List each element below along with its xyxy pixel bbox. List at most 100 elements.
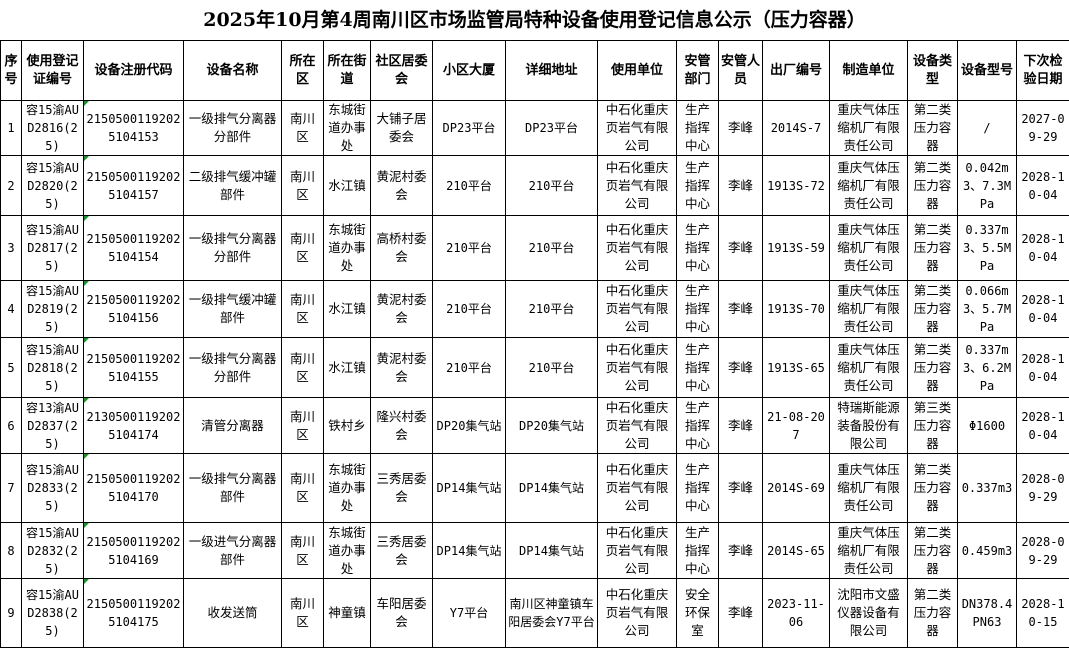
cell-equipment-model[interactable]: 0.337m3、6.2MPa: [958, 338, 1017, 398]
cell-equipment-name[interactable]: 一级排气缓冲罐部件: [184, 281, 282, 338]
cell-safety-dept[interactable]: 安全环保室: [677, 579, 719, 648]
cell-cert-no[interactable]: 容13渝AUD2837(25): [22, 398, 84, 454]
cell-safety-dept[interactable]: 生产指挥中心: [677, 281, 719, 338]
cell-equipment-model[interactable]: /: [958, 101, 1017, 156]
cell-user-unit[interactable]: 中石化重庆页岩气有限公司: [598, 579, 677, 648]
cell-seq[interactable]: 1: [1, 101, 22, 156]
cell-next-inspection-date[interactable]: 2028-10-04: [1017, 398, 1069, 454]
cell-reg-code[interactable]: 21505001192025104170: [84, 454, 184, 523]
cell-address[interactable]: 南川区神童镇车阳居委会Y7平台: [506, 579, 598, 648]
cell-seq[interactable]: 9: [1, 579, 22, 648]
cell-next-inspection-date[interactable]: 2028-10-04: [1017, 281, 1069, 338]
cell-next-inspection-date[interactable]: 2028-10-04: [1017, 156, 1069, 216]
cell-complex[interactable]: 210平台: [433, 338, 506, 398]
cell-district[interactable]: 南川区: [282, 454, 324, 523]
cell-equipment-name[interactable]: 二级排气缓冲罐部件: [184, 156, 282, 216]
cell-community[interactable]: 高桥村委会: [371, 216, 433, 281]
cell-reg-code[interactable]: 21505001192025104156: [84, 281, 184, 338]
cell-seq[interactable]: 6: [1, 398, 22, 454]
cell-community[interactable]: 三秀居委会: [371, 523, 433, 579]
cell-district[interactable]: 南川区: [282, 579, 324, 648]
cell-next-inspection-date[interactable]: 2028-10-15: [1017, 579, 1069, 648]
cell-district[interactable]: 南川区: [282, 398, 324, 454]
cell-equipment-name[interactable]: 收发送筒: [184, 579, 282, 648]
cell-user-unit[interactable]: 中石化重庆页岩气有限公司: [598, 281, 677, 338]
cell-reg-code[interactable]: 21505001192025104153: [84, 101, 184, 156]
cell-next-inspection-date[interactable]: 2027-09-29: [1017, 101, 1069, 156]
cell-complex[interactable]: 210平台: [433, 216, 506, 281]
cell-reg-code[interactable]: 21505001192025104157: [84, 156, 184, 216]
cell-manufacturer[interactable]: 沈阳市文盛仪器设备有限公司: [830, 579, 908, 648]
cell-complex[interactable]: DP20集气站: [433, 398, 506, 454]
cell-complex[interactable]: 210平台: [433, 281, 506, 338]
cell-street[interactable]: 东城街道办事处: [324, 454, 371, 523]
cell-cert-no[interactable]: 容15渝AUD2832(25): [22, 523, 84, 579]
cell-reg-code[interactable]: 21305001192025104174: [84, 398, 184, 454]
cell-equipment-type[interactable]: 第三类压力容器: [908, 398, 958, 454]
cell-address[interactable]: DP14集气站: [506, 523, 598, 579]
cell-safety-person[interactable]: 李峰: [719, 216, 763, 281]
cell-user-unit[interactable]: 中石化重庆页岩气有限公司: [598, 523, 677, 579]
cell-equipment-type[interactable]: 第二类压力容器: [908, 579, 958, 648]
cell-street[interactable]: 水江镇: [324, 156, 371, 216]
cell-cert-no[interactable]: 容15渝AUD2817(25): [22, 216, 84, 281]
cell-equipment-model[interactable]: 0.459m3: [958, 523, 1017, 579]
cell-cert-no[interactable]: 容15渝AUD2838(25): [22, 579, 84, 648]
cell-factory-no[interactable]: 1913S-65: [763, 338, 830, 398]
cell-complex[interactable]: Y7平台: [433, 579, 506, 648]
cell-manufacturer[interactable]: 重庆气体压缩机厂有限责任公司: [830, 523, 908, 579]
cell-safety-person[interactable]: 李峰: [719, 579, 763, 648]
cell-next-inspection-date[interactable]: 2028-09-29: [1017, 523, 1069, 579]
cell-address[interactable]: 210平台: [506, 156, 598, 216]
cell-seq[interactable]: 7: [1, 454, 22, 523]
cell-manufacturer[interactable]: 重庆气体压缩机厂有限责任公司: [830, 454, 908, 523]
cell-safety-dept[interactable]: 生产指挥中心: [677, 338, 719, 398]
cell-equipment-type[interactable]: 第二类压力容器: [908, 216, 958, 281]
cell-seq[interactable]: 5: [1, 338, 22, 398]
cell-factory-no[interactable]: 2014S-69: [763, 454, 830, 523]
cell-equipment-type[interactable]: 第二类压力容器: [908, 523, 958, 579]
cell-reg-code[interactable]: 21505001192025104175: [84, 579, 184, 648]
cell-complex[interactable]: 210平台: [433, 156, 506, 216]
cell-address[interactable]: 210平台: [506, 281, 598, 338]
cell-cert-no[interactable]: 容15渝AUD2833(25): [22, 454, 84, 523]
cell-complex[interactable]: DP14集气站: [433, 454, 506, 523]
cell-equipment-model[interactable]: DN378.4 PN63: [958, 579, 1017, 648]
cell-safety-person[interactable]: 李峰: [719, 523, 763, 579]
cell-reg-code[interactable]: 21505001192025104169: [84, 523, 184, 579]
cell-factory-no[interactable]: 21-08-207: [763, 398, 830, 454]
cell-address[interactable]: DP23平台: [506, 101, 598, 156]
cell-street[interactable]: 水江镇: [324, 281, 371, 338]
cell-factory-no[interactable]: 1913S-70: [763, 281, 830, 338]
cell-factory-no[interactable]: 2023-11-06: [763, 579, 830, 648]
cell-equipment-name[interactable]: 一级排气分离器分部件: [184, 216, 282, 281]
cell-user-unit[interactable]: 中石化重庆页岩气有限公司: [598, 338, 677, 398]
cell-community[interactable]: 大铺子居委会: [371, 101, 433, 156]
cell-community[interactable]: 车阳居委会: [371, 579, 433, 648]
cell-district[interactable]: 南川区: [282, 101, 324, 156]
cell-community[interactable]: 黄泥村委会: [371, 156, 433, 216]
cell-cert-no[interactable]: 容15渝AUD2816(25): [22, 101, 84, 156]
cell-next-inspection-date[interactable]: 2028-10-04: [1017, 338, 1069, 398]
cell-address[interactable]: DP20集气站: [506, 398, 598, 454]
cell-equipment-name[interactable]: 一级排气分离器分部件: [184, 338, 282, 398]
cell-complex[interactable]: DP23平台: [433, 101, 506, 156]
cell-district[interactable]: 南川区: [282, 281, 324, 338]
cell-complex[interactable]: DP14集气站: [433, 523, 506, 579]
cell-district[interactable]: 南川区: [282, 338, 324, 398]
cell-street[interactable]: 铁村乡: [324, 398, 371, 454]
cell-address[interactable]: DP14集气站: [506, 454, 598, 523]
cell-manufacturer[interactable]: 重庆气体压缩机厂有限责任公司: [830, 156, 908, 216]
cell-street[interactable]: 神童镇: [324, 579, 371, 648]
cell-factory-no[interactable]: 1913S-72: [763, 156, 830, 216]
cell-street[interactable]: 东城街道办事处: [324, 101, 371, 156]
cell-safety-dept[interactable]: 生产指挥中心: [677, 398, 719, 454]
cell-manufacturer[interactable]: 重庆气体压缩机厂有限责任公司: [830, 216, 908, 281]
cell-safety-person[interactable]: 李峰: [719, 454, 763, 523]
cell-district[interactable]: 南川区: [282, 216, 324, 281]
cell-manufacturer[interactable]: 重庆气体压缩机厂有限责任公司: [830, 281, 908, 338]
cell-next-inspection-date[interactable]: 2028-09-29: [1017, 454, 1069, 523]
cell-equipment-name[interactable]: 一级进气分离器部件: [184, 523, 282, 579]
cell-street[interactable]: 东城街道办事处: [324, 216, 371, 281]
cell-equipment-name[interactable]: 一级排气分离器部件: [184, 454, 282, 523]
